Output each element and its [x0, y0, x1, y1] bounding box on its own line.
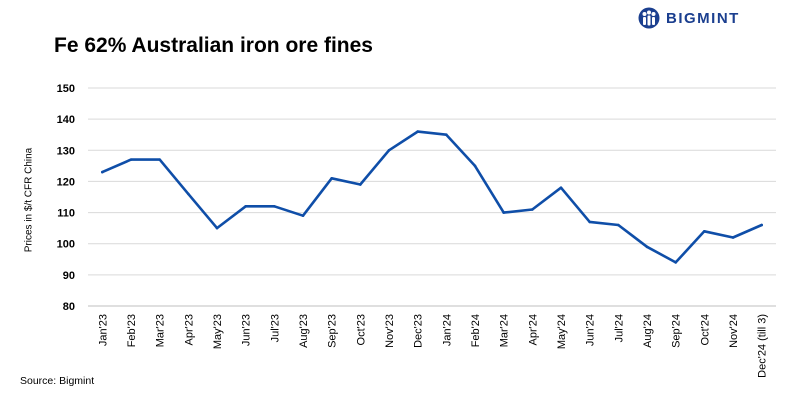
data-point: [473, 164, 477, 168]
data-point: [244, 205, 247, 208]
y-tick-label: 80: [63, 301, 75, 313]
data-point: [445, 133, 448, 137]
data-point: [359, 183, 362, 186]
data-point: [387, 148, 391, 152]
x-tick-label: Dec'23: [413, 314, 425, 348]
data-point: [703, 229, 706, 233]
data-point: [531, 208, 534, 211]
data-point: [301, 214, 305, 217]
data-point: [731, 236, 735, 239]
x-tick-label: Aug'24: [642, 314, 654, 348]
x-tick-label: Aug'23: [298, 314, 310, 348]
data-point: [129, 158, 133, 161]
x-tick-label: Sep'24: [671, 314, 683, 348]
x-tick-label: Apr'23: [183, 314, 195, 345]
series-line: [101, 130, 764, 264]
y-tick-label: 110: [57, 208, 75, 220]
data-point: [416, 130, 419, 133]
data-point: [273, 205, 276, 208]
data-point: [502, 211, 505, 214]
y-tick-label: 100: [57, 239, 75, 251]
y-tick-label: 90: [63, 270, 75, 282]
x-tick-label: Feb'23: [126, 314, 138, 347]
x-tick-label: May'23: [212, 314, 224, 349]
x-tick-label: Jul'23: [269, 314, 281, 342]
x-tick-label: Jun'24: [585, 314, 597, 346]
brand-name: BIGMINT: [666, 9, 740, 27]
data-point: [588, 220, 591, 224]
source-note: Source: Bigmint: [20, 375, 95, 387]
x-tick-label: Sep'23: [327, 314, 339, 348]
data-point: [674, 261, 677, 264]
data-point: [559, 186, 563, 189]
x-tick-label: Feb'24: [470, 314, 482, 347]
x-tick-label: Mar'23: [155, 314, 167, 347]
data-point: [187, 192, 190, 196]
x-tick-label: May'24: [556, 314, 568, 349]
data-point: [760, 223, 763, 227]
x-tick-label: Mar'24: [499, 314, 511, 347]
data-point: [101, 170, 104, 174]
x-tick-label: Dec'24 (till 3): [757, 314, 769, 378]
data-point: [645, 245, 649, 249]
x-tick-label: Nov'23: [384, 314, 396, 348]
y-tick-label: 120: [57, 176, 75, 188]
x-tick-label: Jul'24: [613, 314, 625, 342]
data-point: [617, 223, 620, 227]
y-tick-label: 130: [57, 145, 75, 157]
x-tick-label: Jan'24: [441, 314, 453, 346]
y-tick-label: 140: [57, 114, 75, 126]
data-point: [215, 226, 219, 230]
x-tick-label: Oct'23: [355, 314, 367, 345]
x-tick-label: Jun'23: [241, 314, 253, 346]
brand-logo: BIGMINT: [638, 6, 740, 30]
data-point: [330, 177, 333, 180]
x-tick-label: Jan'23: [97, 314, 109, 346]
x-axis-ticks: Jan'23 Feb'23 Mar'23 Apr'23 May'23 Jun'23 Jul'…: [97, 314, 768, 378]
x-tick-label: Apr'24: [527, 314, 539, 345]
bigmint-people-logo-icon: [638, 7, 660, 29]
y-tick-label: 150: [57, 83, 75, 95]
chart-title: Fe 62% Australian iron ore fines: [54, 34, 373, 57]
data-point: [158, 158, 161, 161]
x-tick-label: Nov'24: [728, 314, 740, 348]
x-tick-label: Oct'24: [699, 314, 711, 345]
series-lines: [101, 130, 764, 264]
y-axis-ticks: 80 90 100 110 120 130 140 150: [57, 83, 75, 313]
